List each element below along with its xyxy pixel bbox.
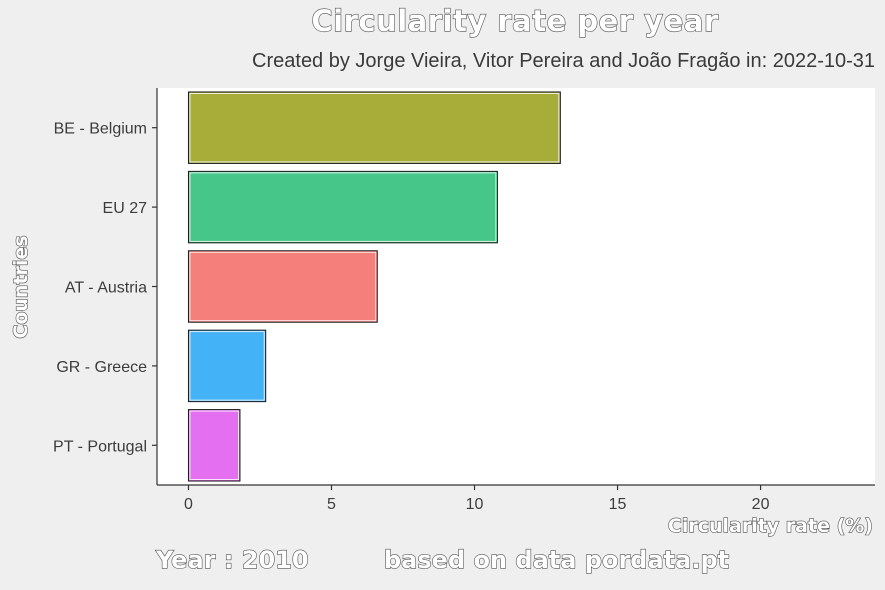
x-tick-label: 10 (466, 496, 484, 513)
x-tick-label: 5 (327, 496, 336, 513)
x-tick-label: 15 (609, 496, 627, 513)
y-tick-label: PT - Portugal (53, 438, 147, 455)
bar-gr-greece (187, 329, 267, 403)
bar-inner-outline (189, 251, 377, 322)
y-tick-label: BE - Belgium (54, 121, 147, 138)
bar-at-austria (187, 250, 378, 323)
bar-be-belgium (187, 91, 561, 164)
bars-group (187, 91, 561, 482)
x-tick-label: 20 (752, 496, 770, 513)
axes-group: BE - Belgium EU 27 AT - Austria GR - Greece… (53, 88, 875, 513)
bar-inner-outline (189, 331, 265, 401)
x-tick-label: 0 (184, 496, 193, 513)
source-caption: based on data pordata.pt (383, 545, 730, 574)
chart-subtitle: Created by Jorge Vieira, Vitor Pereira a… (252, 50, 875, 72)
y-axis-title: Countries (9, 235, 32, 339)
bar-pt-portugal (187, 409, 241, 482)
year-caption: Year : 2010 (155, 545, 309, 574)
x-axis-title: Circularity rate (%) (667, 514, 873, 537)
bar-inner-outline (189, 410, 239, 480)
y-tick-label: AT - Austria (65, 280, 147, 297)
chart-title: Circularity rate per year (311, 3, 719, 38)
bar-inner-outline (189, 172, 497, 242)
y-tick-label: EU 27 (103, 200, 148, 217)
bar-eu-27 (187, 170, 498, 244)
y-tick-label: GR - Greece (56, 359, 147, 376)
bar-inner-outline (189, 93, 560, 163)
